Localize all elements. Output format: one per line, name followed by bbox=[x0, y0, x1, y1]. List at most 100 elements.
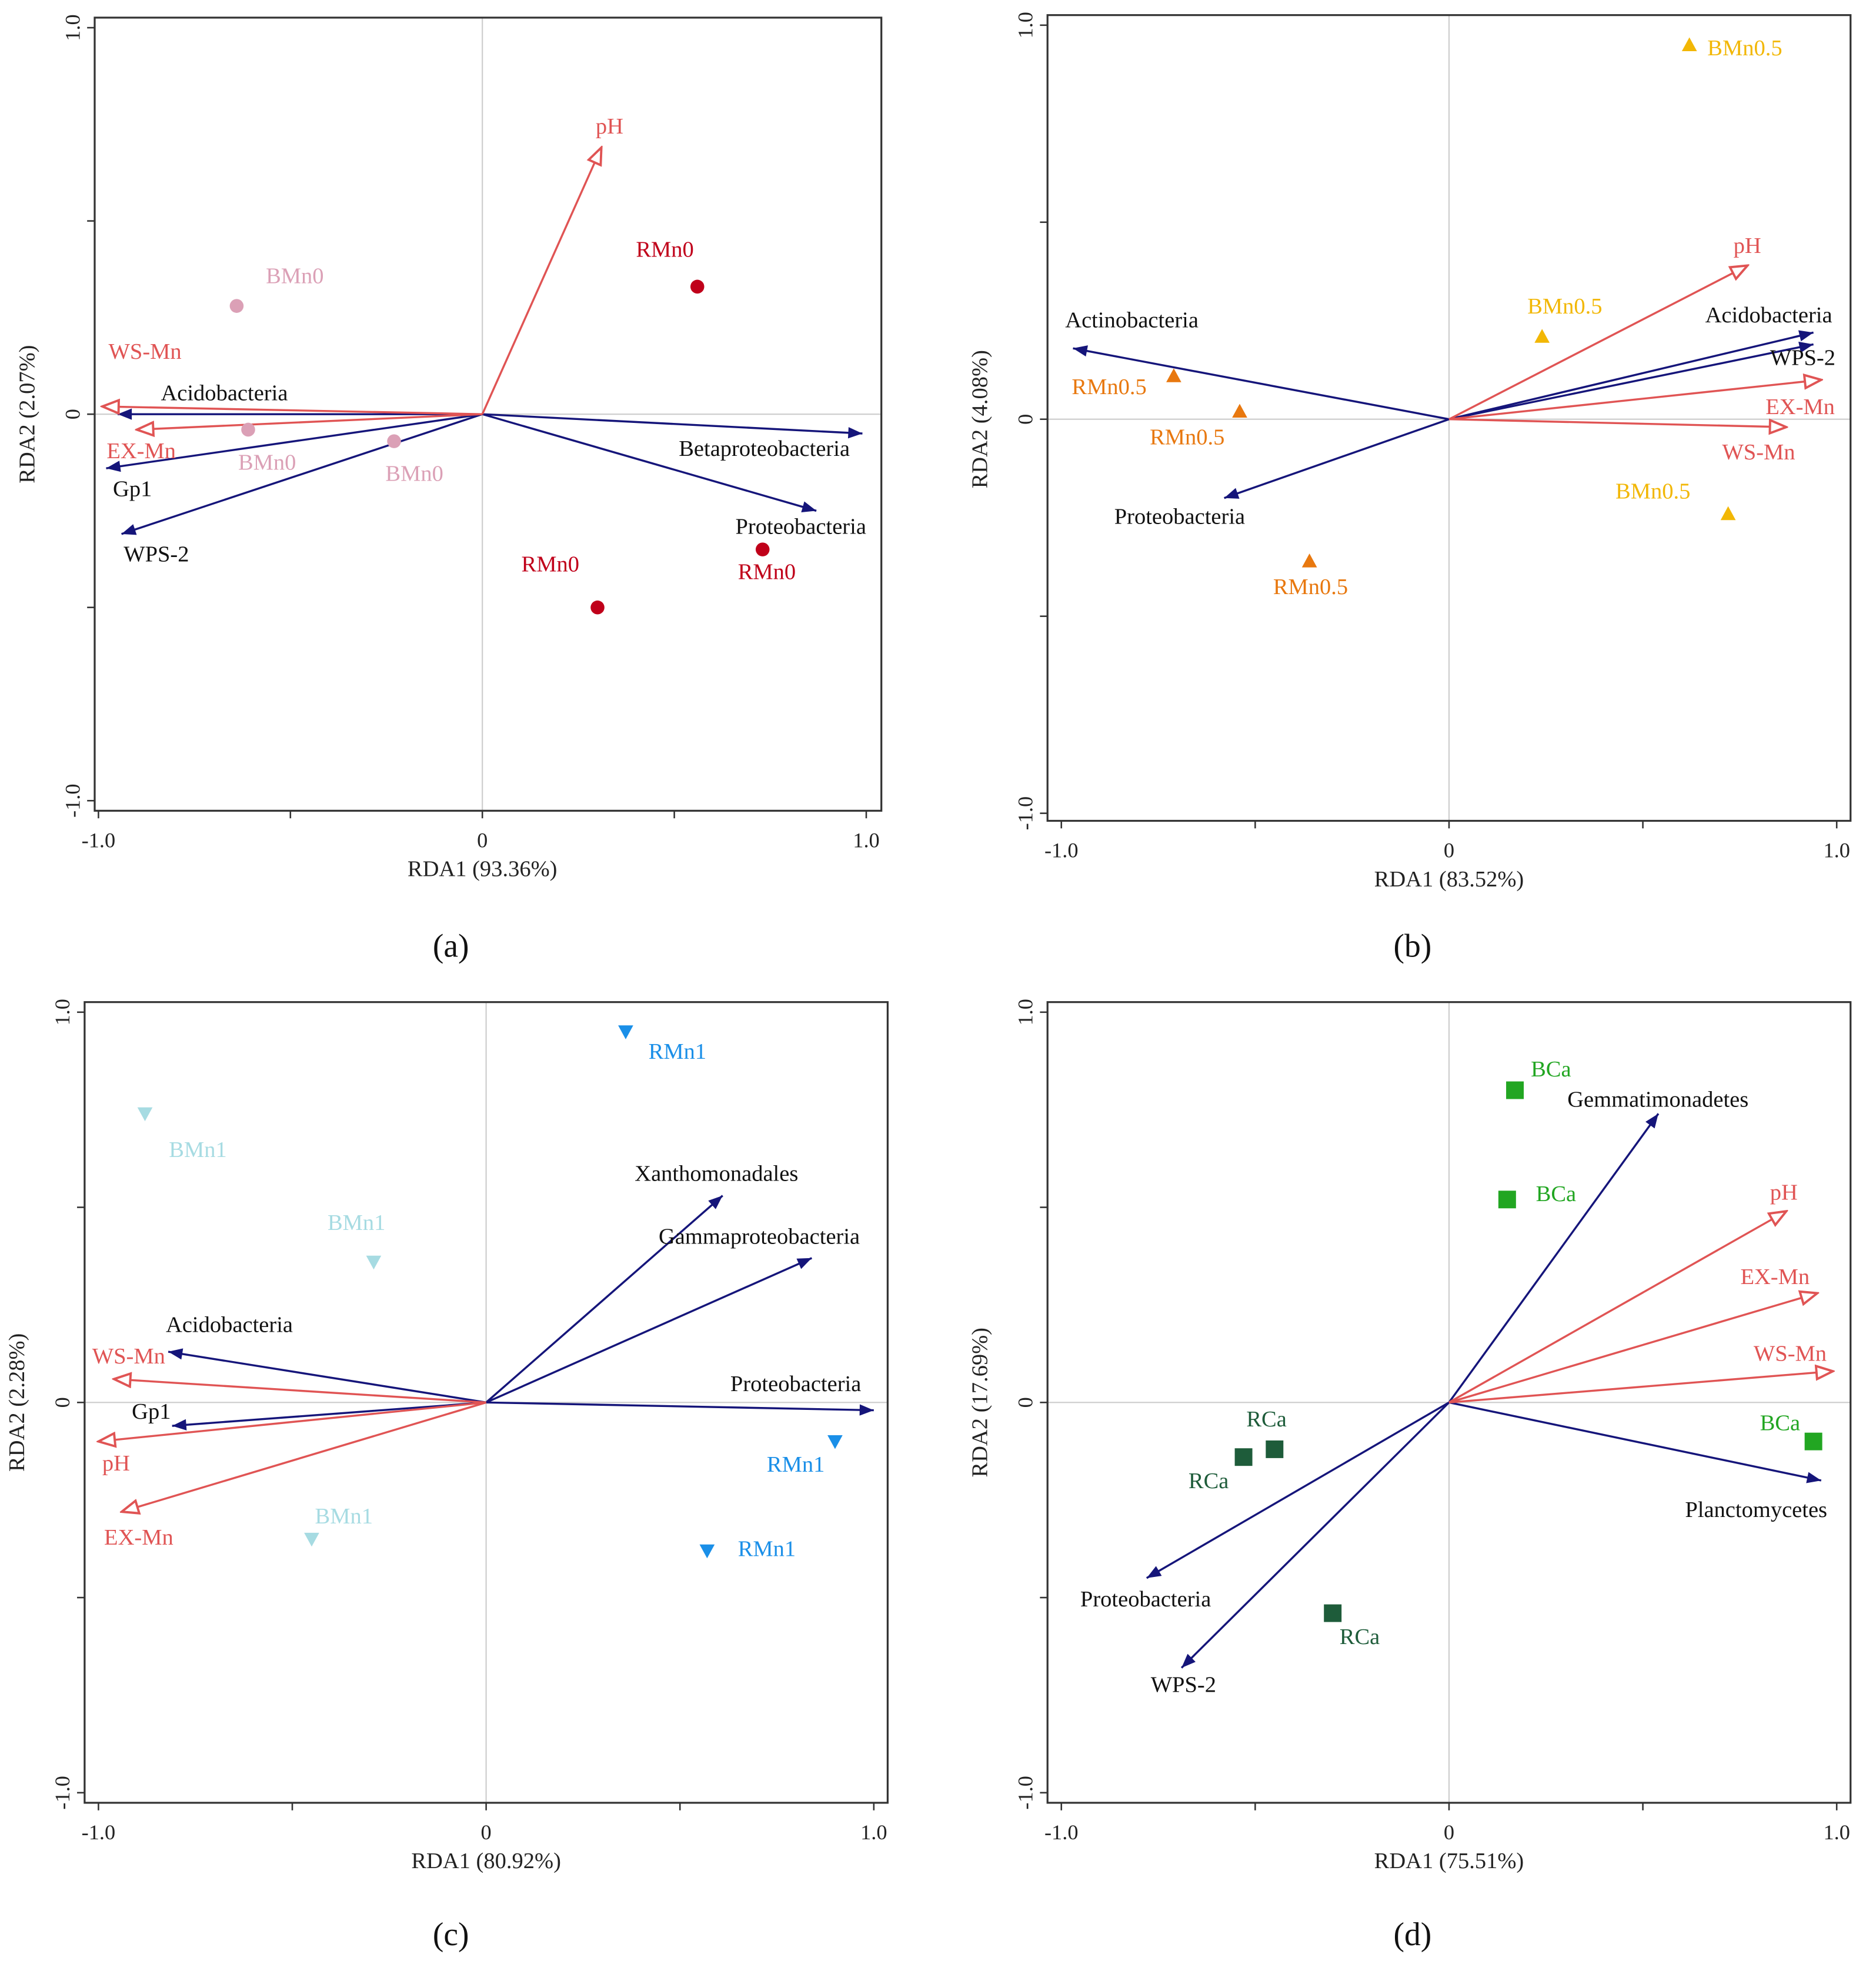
sample-label: BMn0 bbox=[266, 264, 323, 289]
species-arrow-label: Gammaproteobacteria bbox=[659, 1225, 860, 1249]
x-tick-label: -1.0 bbox=[82, 1820, 116, 1844]
sample-point bbox=[1534, 329, 1550, 343]
panel-letter: (d) bbox=[1393, 1916, 1431, 1953]
sample-point bbox=[827, 1435, 843, 1449]
sample-label: BMn0.5 bbox=[1707, 36, 1782, 61]
env-arrow-label: WS-Mn bbox=[1722, 440, 1795, 465]
species-arrow bbox=[1224, 418, 1450, 499]
sample-label: RCa bbox=[1246, 1407, 1286, 1432]
sample-point bbox=[1266, 1440, 1284, 1458]
y-axis-title: RDA2 (2.28%) bbox=[5, 1333, 29, 1472]
sample-label: RMn1 bbox=[738, 1536, 796, 1561]
y-tick-label: 0 bbox=[1014, 1397, 1037, 1408]
sample-point bbox=[1324, 1604, 1342, 1622]
rda-panel-c: -1.0 -1.0 0 0 1.0 1.0 RDA1 (80.92%) RDA2 (2.28%… bbox=[5, 999, 889, 1953]
species-arrow bbox=[485, 1257, 813, 1403]
panel-letter: (b) bbox=[1393, 928, 1431, 965]
env-arrow-label: EX-Mn bbox=[1765, 395, 1835, 419]
env-arrow-label: pH bbox=[102, 1451, 130, 1476]
sample-point bbox=[1804, 1432, 1822, 1451]
sample-label: BMn0 bbox=[238, 450, 296, 475]
species-arrow bbox=[1448, 1401, 1822, 1483]
species-arrow-label: Actinobacteria bbox=[1065, 308, 1199, 332]
y-tick-label: -1.0 bbox=[51, 1776, 74, 1810]
x-tick-label: 0 bbox=[481, 1820, 492, 1844]
y-tick-label: 1.0 bbox=[1014, 999, 1037, 1025]
rda-panel-b: -1.0 -1.0 0 0 1.0 1.0 RDA1 (83.52%) RDA2 (4.08%… bbox=[967, 12, 1852, 965]
species-arrow-label: Acidobacteria bbox=[161, 381, 288, 406]
species-arrow-label: Planctomycetes bbox=[1685, 1498, 1827, 1522]
y-tick-label: 0 bbox=[1014, 414, 1037, 425]
sample-point bbox=[755, 542, 770, 556]
env-arrow bbox=[102, 406, 483, 415]
x-tick-label: -1.0 bbox=[1044, 1820, 1079, 1844]
sample-point bbox=[1166, 368, 1181, 382]
species-arrow bbox=[1146, 1401, 1450, 1579]
env-arrow bbox=[1448, 265, 1748, 421]
sample-label: BCa bbox=[1536, 1182, 1576, 1206]
sample-label: RMn0.5 bbox=[1273, 575, 1348, 599]
species-arrow bbox=[121, 413, 483, 535]
sample-label: RMn1 bbox=[767, 1452, 824, 1477]
sample-label: RMn1 bbox=[649, 1039, 706, 1064]
species-arrow-label: Gp1 bbox=[113, 476, 152, 501]
env-arrow bbox=[122, 1401, 487, 1512]
env-arrow bbox=[1448, 1211, 1787, 1403]
species-arrow bbox=[1180, 1402, 1450, 1669]
sample-label: RMn0 bbox=[636, 238, 693, 262]
species-arrow bbox=[1448, 330, 1814, 421]
env-arrow bbox=[1448, 418, 1787, 427]
env-arrow-label: pH bbox=[1770, 1181, 1798, 1205]
sample-point bbox=[1720, 506, 1736, 521]
sample-label: BMn0.5 bbox=[1527, 294, 1602, 319]
species-arrow-label: Acidobacteria bbox=[1705, 303, 1832, 328]
x-tick-label: 0 bbox=[477, 828, 488, 852]
sample-point bbox=[387, 434, 401, 448]
x-tick-label: 0 bbox=[1444, 839, 1454, 862]
sample-label: RMn0 bbox=[522, 552, 579, 577]
x-tick-label: 1.0 bbox=[1823, 839, 1850, 862]
x-axis-title: RDA1 (75.51%) bbox=[1374, 1849, 1524, 1873]
sample-label: BMn1 bbox=[169, 1138, 226, 1162]
x-axis-title: RDA1 (93.36%) bbox=[408, 857, 558, 882]
y-tick-label: 0 bbox=[61, 409, 84, 419]
species-arrow-label: Gemmatimonadetes bbox=[1567, 1087, 1748, 1112]
y-tick-label: -1.0 bbox=[1014, 1776, 1037, 1810]
env-arrow-label: WS-Mn bbox=[92, 1344, 165, 1369]
x-tick-label: 1.0 bbox=[853, 828, 879, 852]
sample-point bbox=[590, 600, 605, 615]
y-tick-label: 0 bbox=[51, 1397, 74, 1408]
sample-point bbox=[137, 1107, 153, 1122]
species-arrow-label: Proteobacteria bbox=[1080, 1587, 1211, 1612]
env-arrow bbox=[1448, 1371, 1833, 1404]
sample-point bbox=[366, 1255, 382, 1270]
species-arrow bbox=[1448, 341, 1814, 421]
sample-label: BCa bbox=[1760, 1411, 1800, 1435]
env-arrow-label: EX-Mn bbox=[104, 1525, 173, 1550]
sample-point bbox=[1498, 1191, 1516, 1209]
x-tick-label: 1.0 bbox=[860, 1820, 887, 1844]
env-arrow bbox=[114, 1379, 486, 1404]
y-tick-label: 1.0 bbox=[51, 999, 74, 1025]
sample-point bbox=[304, 1532, 319, 1547]
sample-label: BMn1 bbox=[328, 1211, 385, 1235]
sample-label: BMn0.5 bbox=[1615, 479, 1690, 504]
sample-label: RCa bbox=[1189, 1469, 1229, 1493]
sample-label: RMn0 bbox=[738, 560, 796, 585]
species-arrow bbox=[172, 1401, 486, 1431]
env-arrow-label: WS-Mn bbox=[1754, 1342, 1827, 1366]
sample-point bbox=[241, 422, 255, 437]
sample-point bbox=[618, 1025, 633, 1039]
env-arrow bbox=[1448, 1293, 1817, 1403]
panel-letter: (a) bbox=[433, 928, 469, 965]
env-arrow bbox=[481, 148, 601, 415]
species-arrow-label: WPS-2 bbox=[1151, 1673, 1216, 1698]
env-arrow bbox=[98, 1401, 486, 1441]
sample-label: RMn0.5 bbox=[1150, 425, 1224, 450]
env-arrow bbox=[1448, 380, 1821, 421]
x-axis-title: RDA1 (80.92%) bbox=[411, 1849, 561, 1873]
sample-point bbox=[229, 299, 244, 313]
species-arrow bbox=[1448, 1113, 1660, 1403]
env-arrow-label: EX-Mn bbox=[106, 439, 176, 464]
